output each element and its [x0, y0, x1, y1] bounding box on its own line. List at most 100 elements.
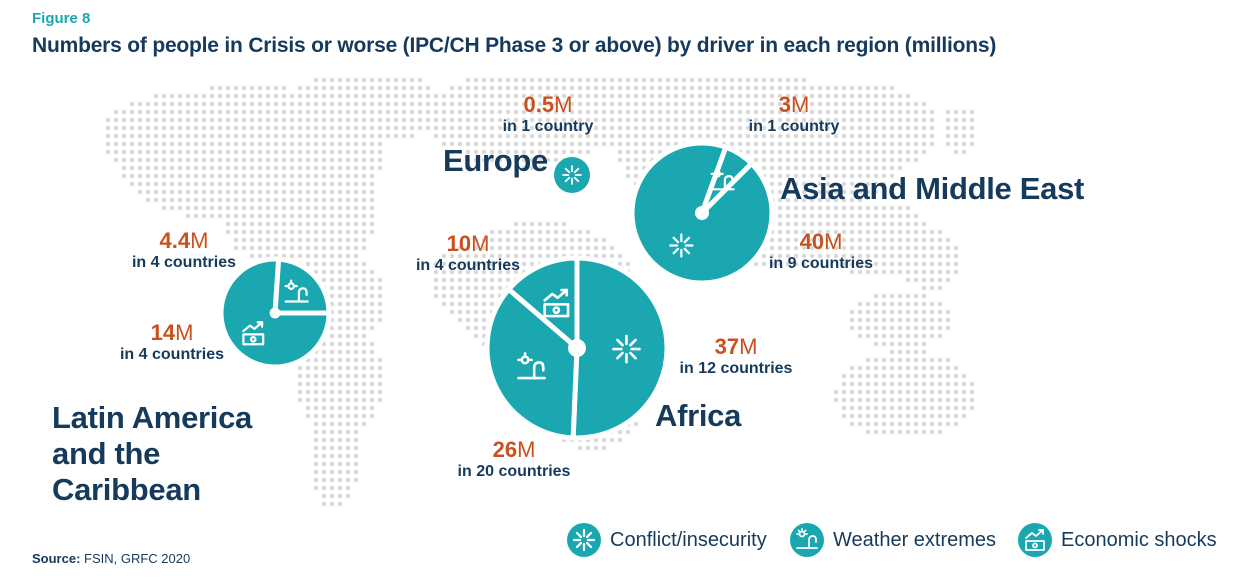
map-dot: [889, 269, 895, 275]
map-dot: [601, 437, 607, 443]
map-dot: [297, 213, 303, 219]
pie-slice-weather: [699, 144, 754, 216]
map-dot: [481, 149, 487, 155]
map-dot: [537, 101, 543, 107]
map-dot: [297, 253, 303, 259]
map-dot: [177, 93, 183, 99]
map-dot: [681, 117, 687, 123]
map-dot: [825, 245, 831, 251]
map-dot: [137, 181, 143, 187]
map-dot: [897, 341, 903, 347]
map-dot: [937, 397, 943, 403]
map-dot: [673, 85, 679, 91]
map-dot: [513, 77, 519, 83]
map-dot: [497, 133, 503, 139]
map-dot: [553, 141, 559, 147]
map-dot: [497, 229, 503, 235]
map-dot: [633, 101, 639, 107]
map-dot: [193, 149, 199, 155]
map-dot: [897, 157, 903, 163]
map-dot: [849, 157, 855, 163]
map-dot: [705, 133, 711, 139]
map-dot: [945, 317, 951, 323]
map-dot: [785, 197, 791, 203]
map-dot: [345, 317, 351, 323]
map-dot: [409, 117, 415, 123]
map-dot: [249, 165, 255, 171]
map-dot: [161, 165, 167, 171]
map-dot: [297, 365, 303, 371]
map-dot: [361, 269, 367, 275]
map-dot: [321, 205, 327, 211]
map-dot: [233, 141, 239, 147]
map-dot: [353, 405, 359, 411]
map-dot: [465, 309, 471, 315]
map-dot: [513, 85, 519, 91]
map-dot: [961, 373, 967, 379]
map-dot: [833, 181, 839, 187]
map-dot: [905, 277, 911, 283]
map-dot: [913, 269, 919, 275]
map-dot: [353, 413, 359, 419]
map-dot: [257, 181, 263, 187]
map-dot: [729, 133, 735, 139]
map-dot: [905, 157, 911, 163]
map-dot: [881, 165, 887, 171]
map-dot: [881, 365, 887, 371]
map-dot: [753, 149, 759, 155]
map-dot: [569, 117, 575, 123]
map-dot: [481, 77, 487, 83]
map-dot: [289, 237, 295, 243]
map-dot: [881, 85, 887, 91]
map-dot: [857, 85, 863, 91]
map-dot: [289, 229, 295, 235]
map-dot: [177, 157, 183, 163]
map-dot: [281, 157, 287, 163]
map-dot: [841, 117, 847, 123]
map-dot: [273, 245, 279, 251]
map-dot: [305, 173, 311, 179]
map-dot: [825, 197, 831, 203]
pie-slice-weather: [484, 286, 580, 441]
map-dot: [313, 381, 319, 387]
map-dot: [585, 109, 591, 115]
map-dot: [881, 413, 887, 419]
map-dot: [785, 205, 791, 211]
map-dot: [825, 165, 831, 171]
map-dot: [633, 85, 639, 91]
map-dot: [337, 197, 343, 203]
map-dot: [329, 229, 335, 235]
map-dot: [433, 277, 439, 283]
map-dot: [337, 253, 343, 259]
map-dot: [801, 109, 807, 115]
map-dot: [385, 125, 391, 131]
map-dot: [809, 205, 815, 211]
map-dot: [297, 381, 303, 387]
map-dot: [665, 101, 671, 107]
map-dot: [169, 181, 175, 187]
map-dot: [601, 237, 607, 243]
map-dot: [393, 101, 399, 107]
map-dot: [345, 469, 351, 475]
map-dot: [761, 93, 767, 99]
map-dot: [113, 157, 119, 163]
map-dot: [305, 261, 311, 267]
map-dot: [353, 421, 359, 427]
map-dot: [249, 133, 255, 139]
map-dot: [753, 141, 759, 147]
map-dot: [137, 157, 143, 163]
map-dot: [289, 133, 295, 139]
map-dot: [305, 413, 311, 419]
map-dot: [849, 213, 855, 219]
map-dot: [249, 237, 255, 243]
map-dot: [457, 245, 463, 251]
map-dot: [449, 293, 455, 299]
map-dot: [361, 133, 367, 139]
map-dot: [857, 413, 863, 419]
map-dot: [801, 165, 807, 171]
map-dot: [233, 237, 239, 243]
map-dot: [321, 373, 327, 379]
map-dot: [545, 101, 551, 107]
map-dot: [801, 237, 807, 243]
map-dot: [537, 221, 543, 227]
